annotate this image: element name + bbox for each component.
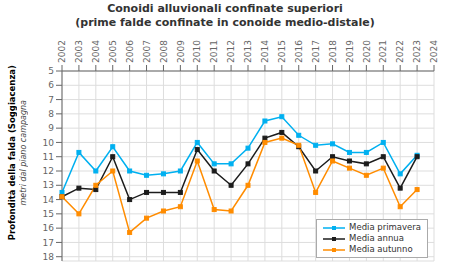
svg-text:2002: 2002 (57, 40, 67, 63)
svg-text:18: 18 (43, 252, 55, 262)
svg-text:2008: 2008 (159, 40, 169, 63)
svg-text:2003: 2003 (74, 40, 84, 63)
html-text:Media autunno: Media autunno (349, 244, 413, 254)
svg-text:2016: 2016 (294, 40, 304, 63)
svg-text:2015: 2015 (277, 40, 287, 63)
html-text:Media annua: Media annua (349, 233, 404, 243)
svg-text:6: 6 (48, 80, 54, 90)
svg-text:2017: 2017 (311, 40, 321, 63)
svg-text:2020: 2020 (362, 40, 372, 63)
svg-text:13: 13 (43, 180, 54, 190)
html-text:Profondità della falda (Soggia: Profondità della falda (Soggiacenza) (6, 65, 17, 241)
svg-text:2007: 2007 (142, 40, 152, 63)
svg-text:14: 14 (43, 195, 55, 205)
svg-text:7: 7 (48, 95, 54, 105)
svg-text:2011: 2011 (209, 40, 219, 63)
svg-text:2012: 2012 (226, 40, 236, 63)
svg-text:12: 12 (43, 166, 54, 176)
svg-text:2023: 2023 (412, 40, 422, 63)
svg-text:8: 8 (48, 109, 54, 119)
html-text:Conoidi alluvionali confinate: Conoidi alluvionali confinate superiori (107, 2, 343, 15)
svg-text:5: 5 (48, 66, 54, 76)
svg-text:2004: 2004 (91, 40, 101, 63)
svg-text:2024: 2024 (429, 40, 439, 63)
html-text:(prime falde confinate in cono: (prime falde confinate in conoide medio-… (75, 16, 375, 29)
svg-text:17: 17 (43, 238, 54, 248)
svg-text:10: 10 (43, 138, 55, 148)
svg-text:2005: 2005 (108, 40, 118, 63)
svg-text:16: 16 (43, 223, 55, 233)
svg-text:9: 9 (48, 123, 54, 133)
svg-text:11: 11 (43, 152, 54, 162)
svg-text:2018: 2018 (328, 40, 338, 63)
html-text:metri dal piano campagna: metri dal piano campagna (18, 100, 28, 206)
svg-text:2019: 2019 (345, 40, 355, 63)
svg-text:2009: 2009 (176, 40, 186, 63)
svg-text:2006: 2006 (125, 40, 135, 63)
svg-text:15: 15 (43, 209, 54, 219)
svg-text:2014: 2014 (260, 40, 270, 63)
svg-text:2022: 2022 (395, 40, 405, 63)
html-text:Media primavera: Media primavera (349, 222, 421, 232)
svg-text:2013: 2013 (243, 40, 253, 63)
svg-text:2021: 2021 (378, 40, 388, 63)
svg-text:2010: 2010 (192, 40, 202, 63)
